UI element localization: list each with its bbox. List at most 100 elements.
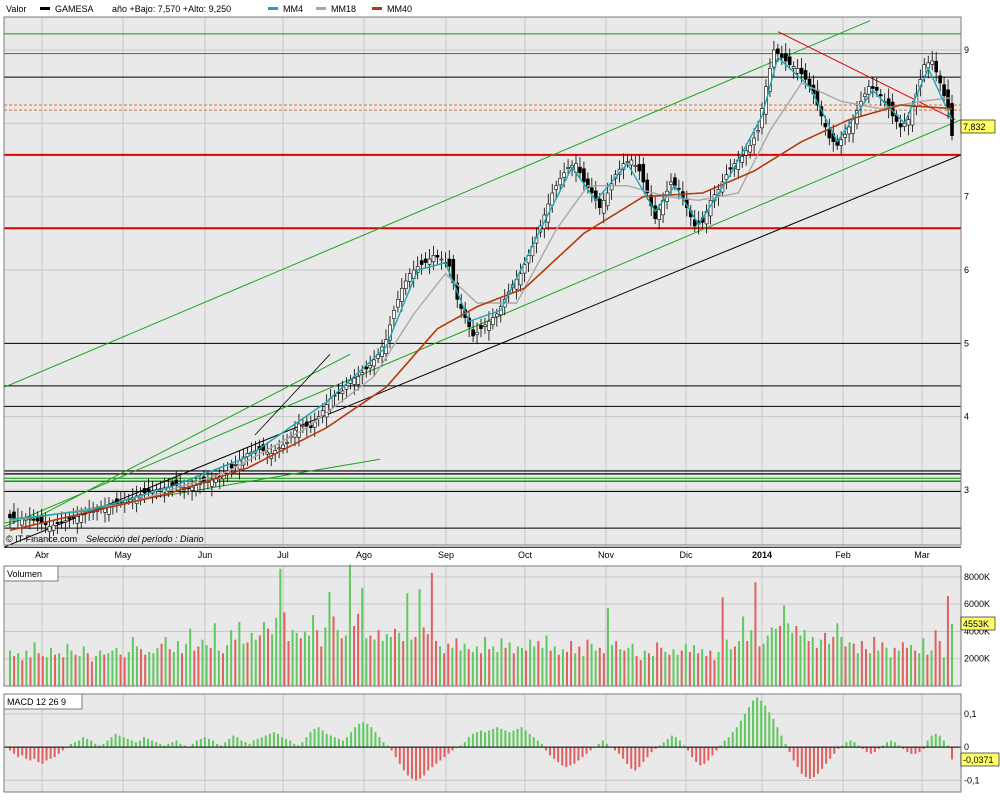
volume-bar [279,568,282,686]
price-legend: Valor GAMESA año +Bajo: 7,570 +Alto: 9,2… [6,4,412,14]
price-candle-body [423,258,428,263]
volume-bar [664,651,667,686]
volume-y-tick-label: 2000K [964,654,990,664]
volume-bar [832,636,835,686]
volume-bar [533,646,536,686]
price-candle-body [938,75,942,84]
macd-bar [662,742,665,748]
macd-bar [573,747,576,764]
macd-bar [394,747,397,758]
price-last-value-bg [960,119,996,134]
price-candle-body [431,255,436,263]
price-candle-body [396,299,400,308]
volume-y-tick-label: 4000K [964,626,990,636]
volume-bar [385,634,388,686]
volume-bar [152,653,155,686]
macd-bar [792,747,795,761]
volume-bar [885,647,888,686]
macd-bar [122,737,125,748]
macd-bar [484,732,487,748]
macd-bar [244,742,247,748]
macd-bar [333,737,336,748]
price-candle-body [851,119,855,134]
macd-plot-area [4,694,961,792]
price-candle-body [823,123,828,128]
volume-bar [783,605,786,686]
macd-bar [447,747,450,754]
macd-bar [857,745,860,748]
volume-bar [590,643,593,686]
volume-bar [246,642,249,686]
macd-bar [735,727,738,748]
price-candle-body [728,167,733,170]
volume-bar [418,589,421,686]
macd-bar [138,740,141,748]
macd-bar [37,747,40,763]
macd-bar [289,740,292,748]
price-candle-body [780,53,784,58]
price-x-tick-label: Oct [518,550,533,560]
macd-bar [256,738,259,748]
price-y-tick-label: 5 [964,338,969,348]
macd-bar [82,737,85,748]
price-x-tick-label: Mar [914,550,930,560]
macd-last-value-box: -0,0371 [960,752,1000,767]
volume-bar [844,646,847,686]
price-candle-body [673,177,677,186]
volume-bar [414,636,417,686]
macd-bar [764,705,767,748]
volume-bar [58,653,61,686]
volume-bar [9,650,11,686]
volume-bar [582,656,585,686]
price-candle-body [657,209,661,220]
price-candle-body [419,260,424,265]
macd-bar [439,747,442,761]
macd-bar [488,730,491,748]
macd-bar [301,742,304,748]
volume-bar [705,656,708,686]
volume-bar [303,631,306,686]
macd-bar [626,747,629,764]
ma40-line [9,104,953,532]
volume-bar [922,638,925,686]
macd-bar [475,732,478,748]
macd-bar [646,747,649,758]
macd-bar [325,733,328,748]
macd-bar [918,747,921,753]
volume-bar [803,630,806,686]
volume-bar [516,646,519,686]
price-x-tick-label: Feb [835,550,851,560]
price-candle-body [597,198,602,208]
volume-bar [168,649,171,686]
volume-bar [484,636,487,686]
macd-bar [203,737,206,748]
macd-bar [171,742,174,748]
macd-bar [427,747,430,771]
volume-bar [680,650,683,686]
price-candle-body [609,183,614,191]
price-candle-body [403,280,408,290]
volume-bar [627,647,630,686]
price-candle-body [847,126,851,135]
volume-gridlines [4,566,961,686]
macd-bar [886,742,889,748]
macd-bar [829,747,832,759]
volume-bar [713,660,716,686]
macd-bar [98,745,101,748]
macd-last-value: -0,0371 [963,755,994,765]
price-candle-body [368,365,372,369]
volume-bar [258,635,261,686]
macd-bar [812,747,815,778]
macd-bar [341,740,344,748]
volume-bar [172,651,175,686]
macd-bar [784,743,787,748]
volume-bar [447,643,450,686]
price-candle-body [645,179,650,194]
macd-bar [865,747,868,753]
price-candle-body [791,66,796,69]
volume-y-tick-label: 6000K [964,599,990,609]
macd-bar [410,747,413,779]
macd-bar [293,743,296,748]
volume-bar [328,591,331,686]
volume-bar [504,647,507,686]
